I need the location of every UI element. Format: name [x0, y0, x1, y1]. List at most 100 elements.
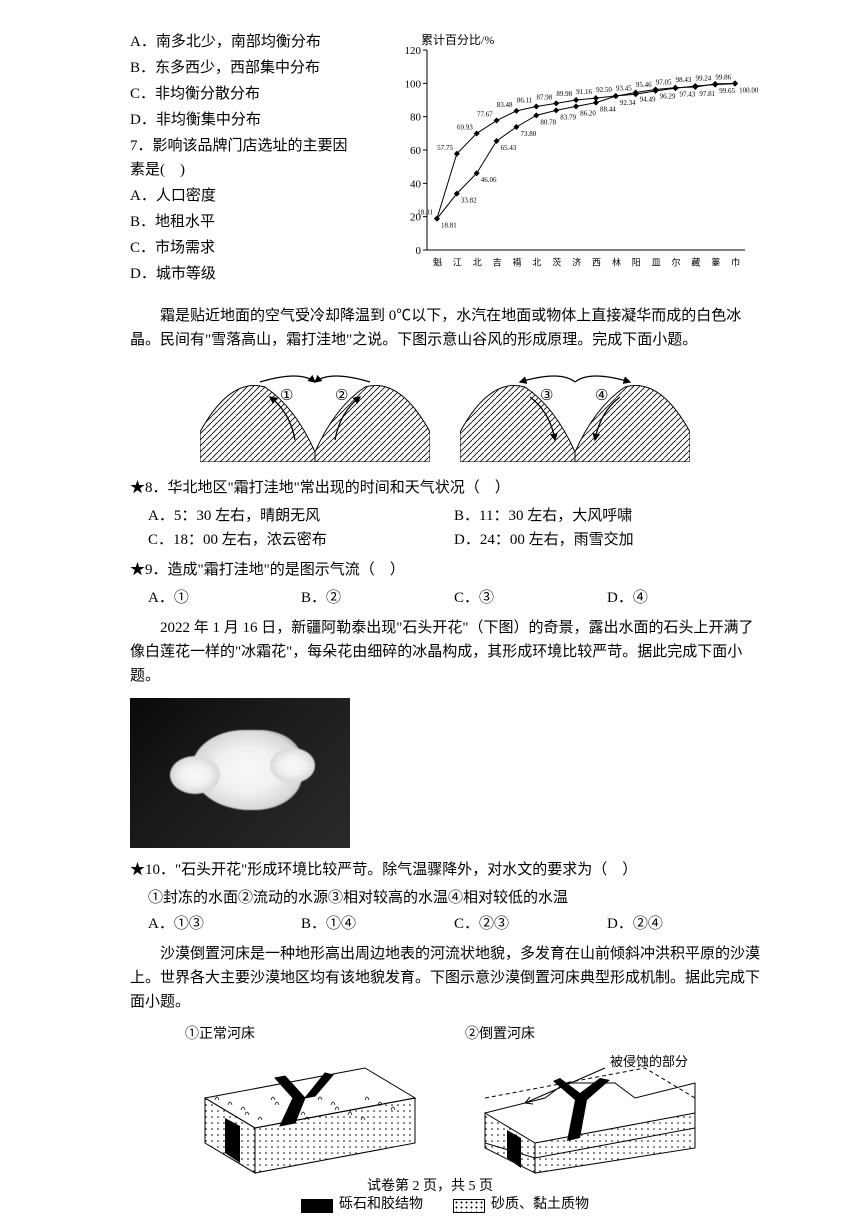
riverbed-left-label: ①正常河床	[185, 1024, 425, 1046]
svg-text:65.43: 65.43	[501, 144, 517, 152]
svg-text:77.67: 77.67	[477, 111, 493, 119]
svg-text:北: 北	[531, 257, 541, 267]
svg-text:98.43: 98.43	[676, 76, 692, 84]
passage-1: 霜是贴近地面的空气受冷却降温到 0℃以下，水汽在地面或物体上直接凝华而成的白色冰…	[130, 304, 760, 352]
svg-text:江: 江	[452, 257, 462, 267]
svg-text:0: 0	[416, 245, 422, 257]
opt-a: A．南多北少，南部均衡分布	[130, 30, 360, 54]
svg-text:80.78: 80.78	[540, 118, 556, 126]
svg-text:济: 济	[571, 256, 581, 266]
svg-text:83.79: 83.79	[560, 113, 576, 121]
q10-d: D．②④	[607, 912, 760, 936]
q7-d: D．城市等级	[130, 262, 360, 286]
svg-text:73.80: 73.80	[520, 130, 536, 138]
svg-text:18.81: 18.81	[441, 222, 457, 230]
q8-options: A．5：30 左右，晴朗无风 B．11：30 左右，大风呼啸 C．18：00 左…	[130, 504, 760, 552]
svg-text:33.82: 33.82	[461, 197, 477, 205]
svg-text:97.81: 97.81	[699, 90, 715, 98]
svg-text:皿: 皿	[651, 258, 661, 267]
riverbed-left: ①正常河床	[185, 1024, 425, 1186]
q9-stem: ★9．造成"霜打洼地"的是图示气流（ ）	[130, 558, 760, 582]
passage-3: 沙漠倒置河床是一种地形高出周边地表的河流状地貌，多发育在山前倾斜冲洪积平原的沙漠…	[130, 942, 760, 1014]
svg-text:92.50: 92.50	[596, 86, 612, 94]
svg-text:96.29: 96.29	[660, 93, 676, 101]
svg-text:藏: 藏	[690, 256, 700, 267]
svg-text:92.34: 92.34	[620, 99, 636, 107]
svg-text:巾: 巾	[730, 256, 740, 267]
opt-b: B．东多西少，西部集中分布	[130, 56, 360, 80]
svg-text:③: ③	[540, 388, 553, 404]
q8-a: A．5：30 左右，晴朗无风	[148, 504, 454, 528]
q7-b: B．地租水平	[130, 210, 360, 234]
page-footer: 试卷第 2 页，共 5 页	[0, 1176, 860, 1198]
riverbed-right: ②倒置河床 被侵蚀的部分	[465, 1024, 705, 1186]
svg-text:60: 60	[410, 145, 422, 157]
svg-text:褙: 褙	[511, 256, 521, 267]
svg-text:86.20: 86.20	[580, 109, 596, 117]
svg-text:林: 林	[611, 256, 621, 267]
q7-stem: 7．影响该品牌门店选址的主要因素是( )	[130, 134, 360, 182]
svg-text:④: ④	[595, 388, 608, 404]
riverbed-right-svg: 被侵蚀的部分	[465, 1048, 705, 1178]
svg-text:57.75: 57.75	[437, 144, 453, 152]
left-question-block: A．南多北少，南部均衡分布 B．东多西少，西部集中分布 C．非均衡分散分布 D．…	[130, 30, 360, 290]
svg-text:93.45: 93.45	[616, 84, 632, 92]
valley-right: ③④	[460, 362, 690, 462]
svg-text:97.43: 97.43	[679, 91, 695, 99]
svg-text:80: 80	[410, 112, 422, 124]
q10-sub: ①封冻的水面②流动的水源③相对较高的水温④相对较低的水温	[130, 886, 760, 910]
chart-svg: 累计百分比/%02040608010012018.8157.7569.9377.…	[370, 30, 760, 290]
svg-text:北: 北	[472, 257, 482, 267]
riverbed-right-label: ②倒置河床	[465, 1024, 705, 1046]
q10-a: A．①③	[148, 912, 301, 936]
q10-c: C．②③	[454, 912, 607, 936]
svg-text:89.98: 89.98	[556, 90, 572, 98]
opt-c: C．非均衡分散分布	[130, 82, 360, 106]
valley-diagrams: ①② ③④	[130, 362, 760, 462]
svg-text:83.48: 83.48	[497, 101, 513, 109]
svg-text:69.93: 69.93	[457, 123, 473, 131]
svg-text:累计百分比/%: 累计百分比/%	[421, 33, 494, 47]
svg-text:薹: 薹	[710, 256, 720, 266]
svg-text:茨: 茨	[551, 256, 561, 267]
svg-text:18.81: 18.81	[417, 209, 433, 217]
q7-c: C．市场需求	[130, 236, 360, 260]
swatch-dots-icon	[453, 1199, 485, 1213]
svg-text:97.05: 97.05	[656, 78, 672, 86]
svg-text:100.00: 100.00	[739, 86, 759, 94]
top-section: A．南多北少，南部均衡分布 B．东多西少，西部集中分布 C．非均衡分散分布 D．…	[130, 30, 760, 290]
svg-text:被侵蚀的部分: 被侵蚀的部分	[610, 1054, 688, 1069]
svg-text:95.46: 95.46	[636, 81, 652, 89]
svg-text:120: 120	[405, 45, 422, 57]
svg-text:40: 40	[410, 178, 422, 190]
q7-a: A．人口密度	[130, 184, 360, 208]
svg-text:西: 西	[591, 257, 601, 267]
q9-options: A．① B．② C．③ D．④	[130, 586, 760, 610]
svg-text:吉: 吉	[492, 257, 502, 267]
svg-text:99.24: 99.24	[695, 75, 711, 83]
q9-a: A．①	[148, 586, 301, 610]
riverbed-left-svg	[185, 1048, 425, 1178]
frost-flower-photo	[130, 698, 350, 848]
q9-d: D．④	[607, 586, 760, 610]
svg-text:86.11: 86.11	[517, 96, 533, 104]
valley-left: ①②	[200, 362, 430, 462]
q10-stem: ★10．"石头开花"形成环境比较严苛。除气温骤降外，对水文的要求为（ ）	[130, 858, 760, 882]
svg-text:100: 100	[405, 78, 422, 90]
svg-text:46.06: 46.06	[481, 176, 497, 184]
q9-c: C．③	[454, 586, 607, 610]
passage-2: 2022 年 1 月 16 日，新疆阿勒泰出现"石头开花"（下图）的奇景，露出水…	[130, 616, 760, 688]
swatch-solid-icon	[301, 1199, 333, 1213]
svg-text:①: ①	[280, 388, 293, 404]
svg-text:94.49: 94.49	[640, 96, 656, 104]
q8-stem: ★8．华北地区"霜打洼地"常出现的时间和天气状况（ ）	[130, 476, 760, 500]
svg-text:88.44: 88.44	[600, 106, 616, 114]
q8-d: D．24：00 左右，雨雪交加	[454, 528, 760, 552]
q8-c: C．18：00 左右，浓云密布	[148, 528, 454, 552]
svg-text:阳: 阳	[631, 257, 641, 266]
svg-text:魁: 魁	[432, 256, 442, 267]
svg-text:99.65: 99.65	[719, 87, 735, 95]
svg-text:99.86: 99.86	[715, 74, 731, 82]
riverbed-diagrams: ①正常河床 ②倒置河床 被侵蚀的部分	[130, 1024, 760, 1186]
q10-b: B．①④	[301, 912, 454, 936]
